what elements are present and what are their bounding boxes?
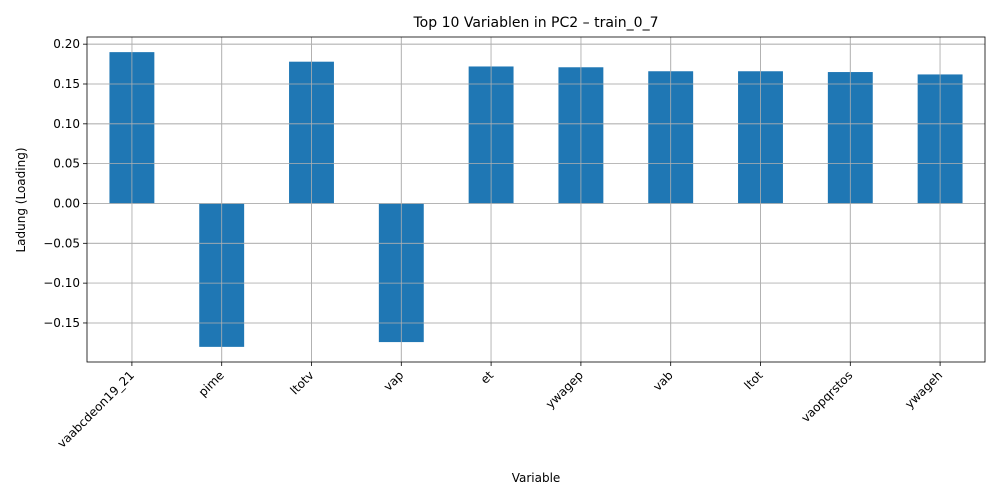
x-tick-label: ltotv — [287, 368, 316, 397]
y-tick-label: 0.10 — [53, 117, 80, 131]
x-tick-label: ywagep — [543, 368, 586, 411]
x-tick-label: vab — [650, 368, 676, 394]
x-tick-label: vaabcdeon19_21 — [55, 368, 137, 450]
chart-title: Top 10 Variablen in PC2 – train_0_7 — [413, 15, 659, 31]
x-tick-label: vap — [381, 368, 407, 394]
x-tick-label: pime — [196, 368, 227, 399]
x-axis: vaabcdeon19_21 pime ltotv vap et ywagep vab lto… — [55, 362, 945, 451]
x-tick-label: et — [478, 368, 497, 387]
x-axis-label: Variable — [512, 471, 561, 485]
x-tick-label: ltot — [742, 368, 766, 392]
y-tick-label: 0.00 — [53, 196, 80, 210]
x-tick-label: ywageh — [902, 368, 945, 411]
x-tick-label: vaopqrstos — [798, 368, 855, 425]
y-tick-label: 0.20 — [53, 37, 80, 51]
y-axis-label: Ladung (Loading) — [14, 147, 28, 252]
y-tick-label: −0.05 — [43, 236, 80, 250]
y-tick-label: −0.15 — [43, 316, 80, 330]
plot-frame — [86, 36, 986, 363]
bars-layer — [87, 37, 985, 362]
y-tick-label: 0.15 — [53, 77, 80, 91]
y-axis: −0.15 −0.10 −0.05 0.00 0.05 0.10 0.15 0.20 — [43, 37, 87, 330]
y-tick-label: 0.05 — [53, 157, 80, 171]
y-tick-label: −0.10 — [43, 276, 80, 290]
